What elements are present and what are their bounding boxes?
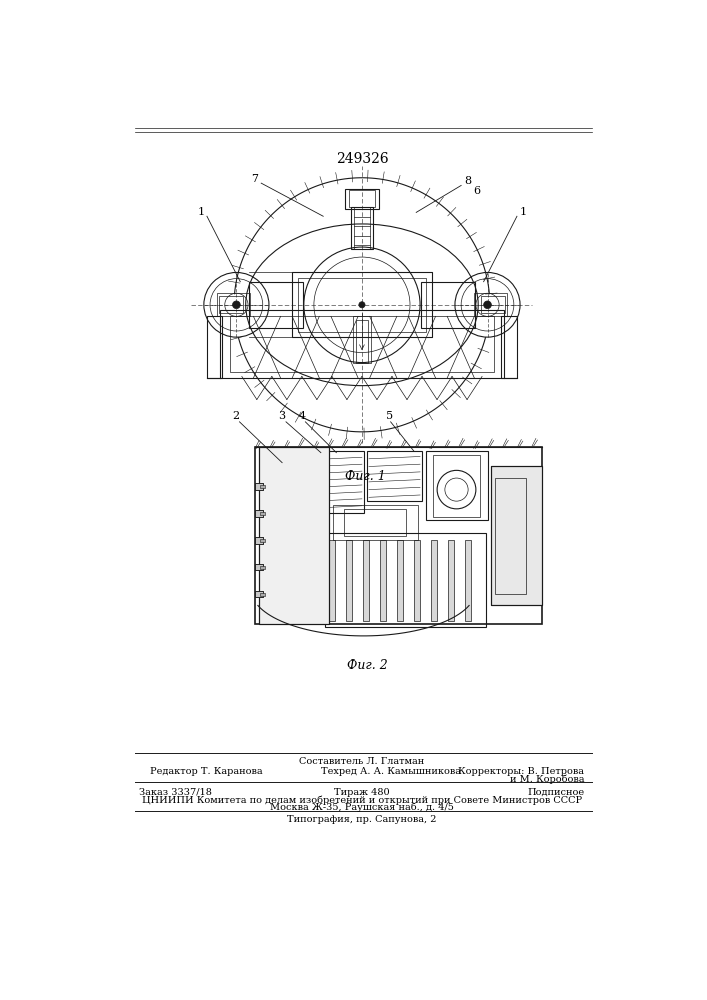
- Bar: [421, 282, 475, 328]
- Text: 3: 3: [279, 411, 286, 421]
- Bar: [354, 207, 370, 249]
- Bar: [491, 466, 542, 605]
- Text: 249326: 249326: [336, 152, 388, 166]
- Bar: [255, 537, 263, 544]
- Bar: [255, 564, 263, 570]
- Circle shape: [359, 302, 365, 308]
- Text: 6: 6: [473, 186, 480, 196]
- Bar: [259, 447, 329, 624]
- Bar: [260, 593, 265, 596]
- Text: Составитель Л. Глатман: Составитель Л. Глатман: [299, 757, 425, 766]
- Bar: [481, 296, 505, 313]
- Bar: [491, 466, 542, 605]
- Text: 8: 8: [464, 176, 472, 186]
- Circle shape: [233, 301, 240, 309]
- Bar: [260, 485, 265, 488]
- Bar: [255, 591, 263, 597]
- Bar: [263, 451, 293, 497]
- Bar: [345, 189, 379, 209]
- Text: Фиг. 1: Фиг. 1: [346, 470, 386, 483]
- Bar: [255, 510, 263, 517]
- Text: Корректоры: В. Петрова: Корректоры: В. Петрова: [458, 767, 585, 776]
- Bar: [426, 451, 488, 520]
- Bar: [368, 451, 421, 501]
- Bar: [220, 310, 504, 378]
- Bar: [255, 564, 263, 570]
- Bar: [346, 540, 352, 620]
- Bar: [356, 320, 368, 363]
- Bar: [351, 207, 373, 249]
- Text: 1: 1: [198, 207, 205, 217]
- Bar: [255, 447, 542, 624]
- Bar: [349, 190, 375, 207]
- Bar: [332, 505, 418, 540]
- Bar: [448, 540, 454, 620]
- Bar: [298, 278, 426, 332]
- Bar: [433, 455, 480, 517]
- Text: 2: 2: [232, 411, 239, 421]
- Bar: [230, 316, 493, 372]
- Bar: [260, 566, 265, 569]
- Text: Заказ 3337/18: Заказ 3337/18: [139, 788, 211, 797]
- Bar: [329, 540, 335, 620]
- Bar: [207, 316, 223, 378]
- Bar: [414, 540, 420, 620]
- Bar: [260, 539, 265, 542]
- Text: 5: 5: [385, 411, 392, 421]
- Text: Типография, пр. Сапунова, 2: Типография, пр. Сапунова, 2: [287, 815, 437, 824]
- Bar: [298, 451, 363, 513]
- Bar: [380, 540, 386, 620]
- Bar: [465, 540, 472, 620]
- Bar: [259, 447, 329, 624]
- Bar: [474, 293, 507, 316]
- Bar: [255, 510, 263, 517]
- Text: 1: 1: [520, 207, 527, 217]
- Text: Москва Ж-35, Раушская наб., д. 4/5: Москва Ж-35, Раушская наб., д. 4/5: [270, 803, 454, 812]
- Text: Подписное: Подписное: [527, 788, 585, 797]
- Text: ЦНИИПИ Комитета по делам изобретений и открытий при Совете Министров СССР: ЦНИИПИ Комитета по делам изобретений и о…: [142, 795, 582, 805]
- Text: Фиг. 2: Фиг. 2: [347, 659, 387, 672]
- Circle shape: [484, 301, 491, 309]
- Bar: [501, 316, 517, 378]
- Bar: [217, 293, 250, 316]
- Bar: [495, 478, 526, 594]
- Text: и М. Коробова: и М. Коробова: [510, 774, 585, 784]
- Text: 4: 4: [299, 411, 306, 421]
- Bar: [255, 483, 263, 490]
- Text: Техред А. А. Камышникова: Техред А. А. Камышникова: [321, 767, 461, 776]
- Bar: [292, 272, 432, 337]
- Bar: [431, 540, 437, 620]
- Bar: [353, 316, 371, 363]
- Bar: [325, 533, 486, 627]
- Bar: [344, 509, 406, 536]
- Bar: [255, 483, 263, 490]
- Bar: [255, 591, 263, 597]
- Bar: [363, 540, 369, 620]
- Bar: [260, 512, 265, 515]
- Bar: [397, 540, 403, 620]
- Text: Тираж 480: Тираж 480: [334, 788, 390, 797]
- Bar: [219, 296, 243, 313]
- Text: Редактор Т. Каранова: Редактор Т. Каранова: [151, 767, 263, 776]
- Bar: [249, 282, 303, 328]
- Text: 7: 7: [252, 174, 259, 184]
- Bar: [255, 537, 263, 544]
